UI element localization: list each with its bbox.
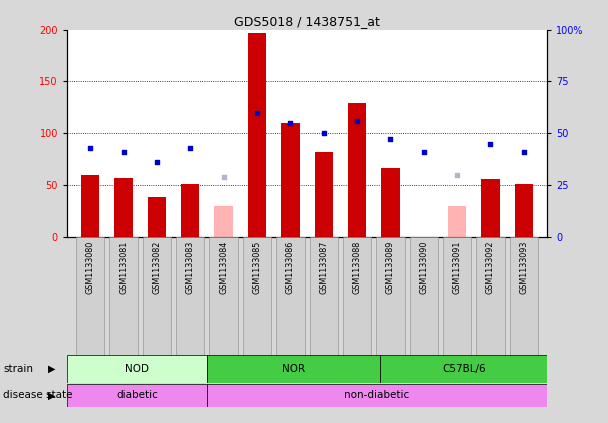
Point: [419, 148, 429, 155]
Text: GSM1133089: GSM1133089: [386, 241, 395, 294]
Text: diabetic: diabetic: [116, 390, 158, 400]
FancyBboxPatch shape: [276, 237, 305, 357]
Point: [519, 148, 529, 155]
Point: [119, 148, 128, 155]
Bar: [381, 168, 399, 237]
FancyBboxPatch shape: [510, 237, 538, 357]
Point: [486, 140, 496, 147]
Text: GSM1133080: GSM1133080: [86, 241, 95, 294]
Bar: [482, 179, 500, 237]
FancyBboxPatch shape: [109, 237, 138, 357]
Text: NOR: NOR: [282, 364, 305, 374]
Text: GSM1133081: GSM1133081: [119, 241, 128, 294]
Point: [219, 173, 229, 180]
Point: [85, 144, 95, 151]
Text: GSM1133088: GSM1133088: [353, 241, 362, 294]
Text: C57BL/6: C57BL/6: [442, 364, 486, 374]
Point: [152, 159, 162, 166]
FancyBboxPatch shape: [410, 237, 438, 357]
Text: ▶: ▶: [48, 364, 55, 374]
Bar: [248, 33, 266, 237]
Point: [385, 136, 395, 143]
Text: GSM1133082: GSM1133082: [153, 241, 162, 294]
Text: GSM1133091: GSM1133091: [452, 241, 461, 294]
Bar: [448, 206, 466, 237]
FancyBboxPatch shape: [309, 237, 338, 357]
Bar: [348, 103, 366, 237]
Bar: [67, 384, 207, 407]
FancyBboxPatch shape: [176, 237, 204, 357]
Point: [452, 171, 462, 178]
Title: GDS5018 / 1438751_at: GDS5018 / 1438751_at: [234, 16, 380, 28]
Bar: [281, 123, 300, 237]
FancyBboxPatch shape: [376, 237, 404, 357]
Text: GSM1133092: GSM1133092: [486, 241, 495, 294]
Text: GSM1133083: GSM1133083: [186, 241, 195, 294]
Point: [286, 120, 295, 126]
FancyBboxPatch shape: [343, 237, 371, 357]
FancyBboxPatch shape: [76, 237, 105, 357]
Point: [319, 130, 328, 137]
Text: NOD: NOD: [125, 364, 149, 374]
Bar: [181, 184, 199, 237]
Text: non-diabetic: non-diabetic: [345, 390, 410, 400]
FancyBboxPatch shape: [476, 237, 505, 357]
Bar: [114, 178, 133, 237]
Bar: [81, 175, 99, 237]
Bar: [207, 384, 547, 407]
FancyBboxPatch shape: [443, 237, 471, 357]
Point: [352, 118, 362, 124]
Text: GSM1133085: GSM1133085: [252, 241, 261, 294]
Text: GSM1133090: GSM1133090: [420, 241, 428, 294]
Text: strain: strain: [3, 364, 33, 374]
Text: GSM1133086: GSM1133086: [286, 241, 295, 294]
Bar: [515, 184, 533, 237]
Text: GSM1133084: GSM1133084: [219, 241, 228, 294]
Point: [185, 144, 195, 151]
Text: ▶: ▶: [48, 390, 55, 400]
Bar: [215, 206, 233, 237]
Point: [252, 109, 262, 116]
FancyBboxPatch shape: [143, 237, 171, 357]
FancyBboxPatch shape: [210, 237, 238, 357]
Bar: [67, 355, 207, 383]
Text: GSM1133087: GSM1133087: [319, 241, 328, 294]
Text: disease state: disease state: [3, 390, 72, 400]
FancyBboxPatch shape: [243, 237, 271, 357]
Bar: [207, 355, 381, 383]
Bar: [381, 355, 547, 383]
Text: GSM1133093: GSM1133093: [519, 241, 528, 294]
Bar: [148, 198, 166, 237]
Bar: [314, 152, 333, 237]
